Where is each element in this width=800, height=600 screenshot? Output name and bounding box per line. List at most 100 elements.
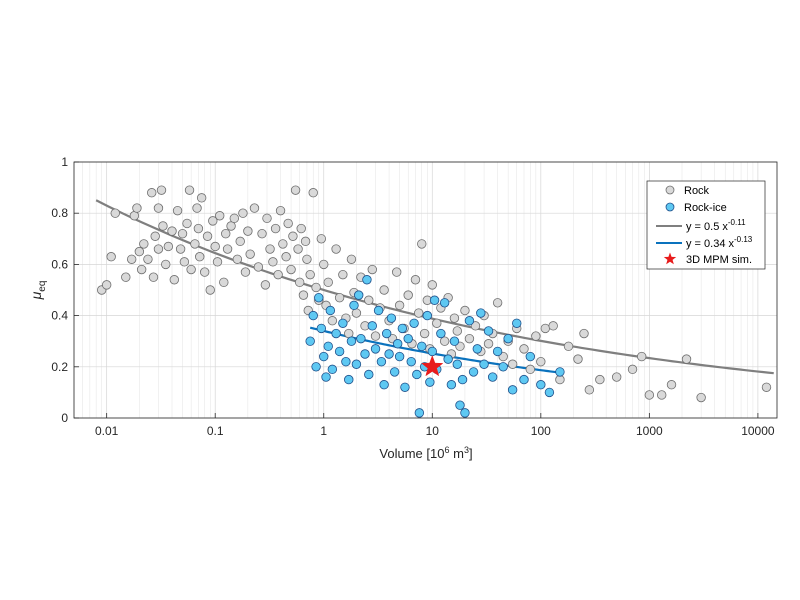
rock-point bbox=[148, 272, 159, 282]
x-tick-label: 0.01 bbox=[95, 424, 119, 438]
rock-point bbox=[316, 234, 327, 244]
rockice-point bbox=[468, 367, 479, 377]
plot-frame bbox=[73, 161, 778, 419]
rock-point bbox=[199, 267, 210, 277]
legend-rockice-fit-label: y = 0.34 x-0.13 bbox=[686, 235, 753, 250]
rockice-point bbox=[354, 290, 364, 300]
rock-point bbox=[202, 231, 213, 241]
rock-point bbox=[278, 239, 288, 249]
legend-rockice-label: Rock-ice bbox=[684, 202, 727, 214]
rockice-point bbox=[316, 323, 327, 334]
rockice-point bbox=[429, 295, 440, 305]
rock-point bbox=[257, 228, 267, 239]
rockice-point bbox=[394, 351, 405, 362]
rockice-point bbox=[412, 369, 422, 380]
rockice-point bbox=[507, 385, 518, 395]
y-tick-labels: 0 0.2 0.4 0.6 0.8 1 bbox=[51, 155, 68, 425]
rock-point bbox=[229, 213, 240, 224]
rock-point bbox=[221, 228, 231, 239]
rock-point bbox=[327, 316, 338, 326]
rockice-point bbox=[384, 349, 394, 359]
rockice-point bbox=[344, 374, 354, 385]
rock-point bbox=[666, 380, 677, 390]
x-tick-labels: 0.01 0.1 1 10 100 1000 10000 bbox=[95, 424, 775, 438]
rockice-point bbox=[422, 310, 433, 321]
rockice-point bbox=[452, 359, 462, 369]
rock-point bbox=[290, 185, 301, 195]
rock-point bbox=[417, 239, 427, 249]
axis-ticks bbox=[74, 161, 759, 419]
rockice-point bbox=[400, 382, 410, 392]
rock-point bbox=[268, 257, 278, 267]
rockice-point bbox=[321, 372, 331, 382]
rock-point bbox=[370, 331, 381, 341]
rockice-point bbox=[334, 346, 345, 357]
simulation-star bbox=[421, 355, 444, 377]
rock-point bbox=[311, 282, 321, 293]
rockice-point bbox=[325, 305, 336, 316]
rockice-point bbox=[364, 369, 374, 380]
rockice-point bbox=[555, 367, 565, 377]
rock-point bbox=[186, 264, 196, 275]
rock-point bbox=[235, 236, 245, 247]
x-tick-label: 10 bbox=[426, 424, 440, 438]
rockice-point bbox=[443, 354, 453, 364]
rockice-point bbox=[414, 408, 425, 418]
rock-point bbox=[305, 269, 315, 280]
rock-point bbox=[293, 244, 303, 254]
rock-point bbox=[346, 254, 357, 264]
y-tick-label: 0.2 bbox=[51, 360, 68, 374]
rockice-point bbox=[346, 336, 357, 346]
legend-simulation-label: 3D MPM sim. bbox=[686, 254, 752, 266]
rock-point bbox=[308, 188, 318, 198]
rockice-point bbox=[476, 308, 486, 318]
rockice-point bbox=[311, 362, 321, 372]
rockice-point bbox=[487, 372, 498, 382]
rock-point bbox=[270, 223, 281, 234]
rockice-point bbox=[323, 341, 333, 352]
rockice-point bbox=[373, 305, 384, 316]
rock-point bbox=[193, 223, 204, 234]
rock-point bbox=[540, 323, 551, 334]
rock-point bbox=[531, 331, 541, 341]
rock-point bbox=[172, 205, 183, 216]
rockice-point bbox=[479, 359, 489, 369]
rockice-point bbox=[498, 362, 508, 372]
rockice-point bbox=[403, 333, 413, 344]
rock-point bbox=[391, 267, 402, 277]
rock-point bbox=[192, 203, 202, 213]
rock-point bbox=[249, 203, 260, 213]
rock-point bbox=[196, 193, 207, 203]
rock-point bbox=[379, 285, 389, 295]
rock-point bbox=[205, 285, 215, 295]
rock-point bbox=[147, 188, 157, 198]
rock-point bbox=[611, 372, 622, 382]
rock-point bbox=[464, 333, 475, 344]
rock-point bbox=[483, 339, 494, 349]
rock-point bbox=[222, 244, 233, 254]
rock-point bbox=[323, 277, 333, 288]
rock-point bbox=[134, 246, 145, 257]
rock-point bbox=[470, 321, 481, 331]
rockice-point bbox=[370, 344, 381, 354]
y-tick-label: 0.6 bbox=[51, 257, 68, 271]
rock-point bbox=[240, 267, 251, 277]
rockice-point bbox=[341, 356, 351, 367]
y-tick-label: 0.8 bbox=[51, 206, 68, 220]
rock-point bbox=[296, 223, 306, 234]
rock-point bbox=[548, 321, 558, 331]
rock-point bbox=[286, 264, 296, 275]
rock-point bbox=[132, 203, 142, 213]
rockice-point bbox=[381, 328, 392, 339]
rock-point bbox=[449, 313, 460, 323]
rock-point bbox=[260, 280, 271, 290]
legend-rock-label: Rock bbox=[684, 185, 710, 197]
rockice-point bbox=[446, 380, 457, 390]
x-tick-label: 100 bbox=[531, 424, 551, 438]
rock-point bbox=[298, 290, 309, 300]
rock-point bbox=[364, 295, 374, 305]
rock-point bbox=[212, 257, 223, 267]
rockice-point bbox=[464, 316, 475, 326]
rockice-point bbox=[455, 400, 465, 410]
rockice-point bbox=[472, 344, 483, 354]
